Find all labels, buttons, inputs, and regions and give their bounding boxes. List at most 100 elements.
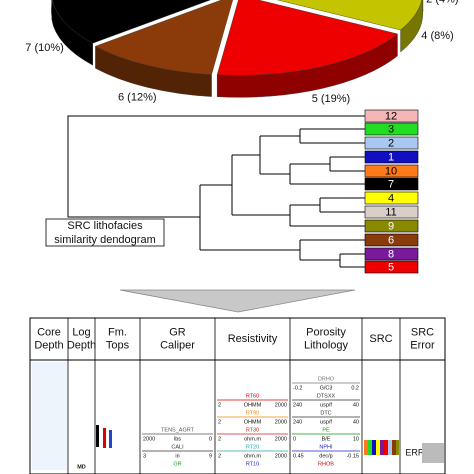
curve-scale: -0.15 — [346, 453, 359, 459]
leaf-box — [364, 191, 419, 205]
leaf-box — [364, 260, 419, 274]
top-bar — [109, 430, 112, 448]
leaf-label: 1 — [388, 151, 394, 163]
curve-name: RT90 — [246, 410, 259, 416]
error-box — [422, 443, 444, 463]
curve-scale: 0 — [209, 436, 212, 442]
caption-box — [45, 218, 165, 247]
leaf-box — [364, 247, 419, 261]
pie-label: 6 (12%) — [118, 91, 157, 103]
curve-scale: B/E — [322, 436, 331, 442]
curve-scale: 2000 — [275, 453, 287, 459]
curve-scale: 40 — [353, 419, 359, 425]
curve-scale: in — [175, 453, 179, 459]
src-strip — [364, 440, 399, 455]
leaf-label: 8 — [388, 248, 394, 260]
leaf-box — [364, 136, 419, 150]
curve-scale: usp/f — [320, 419, 332, 425]
column-header: Error — [410, 339, 435, 351]
leaf-box — [364, 219, 419, 233]
curve-scale: 0.2 — [351, 385, 359, 391]
curve-name: PE — [322, 427, 330, 433]
leaf-label: 10 — [385, 165, 397, 177]
curve-name: GR — [173, 461, 181, 467]
dendrogram-leaves: 123 2 1 107 4 11 9 6 85 — [364, 109, 419, 274]
column-header: Log — [72, 326, 90, 338]
pie-label: 5 (19%) — [312, 93, 351, 105]
curve-scale: usp/f — [320, 402, 332, 408]
arrow — [119, 289, 356, 313]
curve-scale: 240 — [293, 402, 302, 408]
leaf-label: 4 — [388, 192, 394, 204]
column-header: Resistivity — [228, 333, 278, 345]
curve-name: RT20 — [246, 444, 259, 450]
curve-name: RT60 — [246, 393, 259, 399]
column-header: GR — [169, 326, 186, 338]
column-footer: MD — [77, 464, 86, 470]
curve-scale: 10 — [353, 436, 359, 442]
caption-line: similarity dendogram — [54, 234, 155, 246]
leaf-label: 5 — [388, 261, 394, 273]
column-header: Depth — [34, 339, 63, 351]
leaf-label: 9 — [388, 220, 394, 232]
column-header: SRC — [411, 326, 434, 338]
leaf-box — [364, 233, 419, 247]
curve-name: RHOB — [318, 461, 334, 467]
curve-scale: 0.45 — [293, 453, 304, 459]
curve-scale: 2000 — [275, 402, 287, 408]
column-header: SRC — [369, 333, 392, 345]
pie-slice — [216, 0, 398, 76]
pie-label: 2 (4%) — [426, 0, 458, 6]
curve-scale: dec/p — [319, 453, 332, 459]
curve-scale: lbs — [174, 436, 181, 442]
curve-scale: OHMM — [244, 402, 262, 408]
curve-scale: 2 — [218, 453, 221, 459]
column-header: Porosity — [306, 326, 346, 338]
curve-scale: 9 — [209, 453, 212, 459]
pie-slice-side — [51, 0, 54, 16]
pie-slice — [52, 0, 211, 44]
leaf-label: 7 — [388, 178, 394, 190]
curve-scale: 2000 — [275, 419, 287, 425]
leaf-box — [364, 164, 419, 178]
curve-name: DRHO — [318, 376, 335, 382]
dendrogram-tree — [67, 115, 365, 268]
column-header: Tops — [106, 339, 130, 351]
column-header: Lithology — [304, 339, 349, 351]
top-bar — [103, 428, 106, 448]
leaf-label: 6 — [388, 234, 394, 246]
curve-scale: 0 — [293, 436, 296, 442]
caption-line: SRC lithofacies — [67, 220, 143, 232]
curve-name: CALI — [171, 444, 184, 450]
curve-name: RT30 — [246, 427, 259, 433]
curve-name: TENS_AGRT — [161, 427, 195, 433]
column-header: Depth — [67, 339, 96, 351]
curve-scale: 2000 — [143, 436, 155, 442]
curve-scale: 240 — [293, 419, 302, 425]
leaf-label: 11 — [385, 206, 396, 218]
curve-scale: 3 — [143, 453, 146, 459]
curve-scale: 2000 — [275, 436, 287, 442]
curve-scale: OHMM — [244, 419, 262, 425]
leaf-label: 3 — [388, 123, 394, 135]
curve-name: RT10 — [246, 461, 259, 467]
curve-name: DTC — [320, 410, 331, 416]
pie-label: 4 (8%) — [421, 30, 453, 42]
curve-scale: G/C3 — [320, 385, 333, 391]
column-header: Fm. — [108, 326, 127, 338]
curve-scale: 2 — [218, 419, 221, 425]
leaf-label: 2 — [388, 137, 394, 149]
pie-label: 7 (10%) — [25, 42, 64, 54]
pie-slice — [276, 0, 422, 31]
curve-scale: 2 — [218, 436, 221, 442]
leaf-box — [364, 122, 419, 136]
depth-track — [32, 362, 67, 470]
curve-scale: -0.2 — [293, 385, 302, 391]
column-header: Core — [37, 326, 61, 338]
leaf-box — [364, 177, 419, 191]
column-header: Caliper — [160, 339, 195, 351]
leaf-box — [364, 150, 419, 164]
pie-slice — [94, 0, 233, 75]
curve-scale: 40 — [353, 402, 359, 408]
curve-scale: ohm.m — [244, 436, 261, 442]
